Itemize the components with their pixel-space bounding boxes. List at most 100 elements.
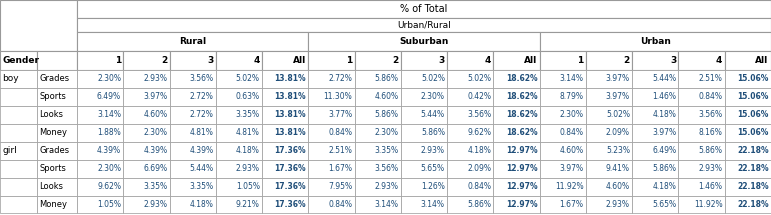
Bar bbox=[447, 88, 493, 106]
Bar bbox=[170, 142, 216, 160]
Bar bbox=[170, 160, 216, 178]
Text: 4.81%: 4.81% bbox=[190, 128, 214, 137]
Bar bbox=[37, 51, 77, 70]
Bar bbox=[632, 51, 678, 70]
Bar bbox=[0, 0, 77, 51]
Bar bbox=[540, 88, 586, 106]
Bar bbox=[355, 124, 401, 142]
Text: 1.05%: 1.05% bbox=[236, 182, 260, 191]
Text: 2.30%: 2.30% bbox=[560, 110, 584, 119]
Bar bbox=[77, 18, 771, 32]
Text: 3.97%: 3.97% bbox=[652, 128, 676, 137]
Bar bbox=[355, 51, 401, 70]
Text: 0.42%: 0.42% bbox=[467, 92, 491, 101]
Text: 11.92%: 11.92% bbox=[694, 200, 722, 209]
Bar bbox=[0, 51, 37, 70]
Text: 3.14%: 3.14% bbox=[421, 200, 445, 209]
Text: 17.36%: 17.36% bbox=[274, 146, 306, 155]
Text: 2.93%: 2.93% bbox=[421, 146, 445, 155]
Text: All: All bbox=[756, 56, 769, 65]
Text: 4.18%: 4.18% bbox=[652, 110, 676, 119]
Text: 11.92%: 11.92% bbox=[555, 182, 584, 191]
Text: 17.36%: 17.36% bbox=[274, 182, 306, 191]
Text: 1: 1 bbox=[346, 56, 352, 65]
Text: Sports: Sports bbox=[39, 164, 66, 173]
Text: 2.30%: 2.30% bbox=[421, 92, 445, 101]
Text: 6.49%: 6.49% bbox=[97, 92, 121, 101]
Text: 2.93%: 2.93% bbox=[143, 200, 167, 209]
Bar bbox=[586, 124, 632, 142]
Bar bbox=[308, 124, 355, 142]
Text: 22.18%: 22.18% bbox=[737, 164, 769, 173]
Bar bbox=[0, 196, 37, 213]
Text: 2.93%: 2.93% bbox=[236, 164, 260, 173]
Bar bbox=[37, 196, 77, 213]
Text: 1.88%: 1.88% bbox=[97, 128, 121, 137]
Bar bbox=[170, 196, 216, 213]
Bar bbox=[37, 142, 77, 160]
Text: 13.81%: 13.81% bbox=[274, 92, 306, 101]
Bar bbox=[216, 51, 262, 70]
Text: 2.93%: 2.93% bbox=[375, 182, 399, 191]
Bar bbox=[447, 142, 493, 160]
Bar bbox=[632, 196, 678, 213]
Bar bbox=[540, 160, 586, 178]
Bar bbox=[447, 124, 493, 142]
Bar bbox=[678, 106, 725, 124]
Text: 5.23%: 5.23% bbox=[606, 146, 630, 155]
Text: 18.62%: 18.62% bbox=[506, 74, 537, 83]
Text: 4.18%: 4.18% bbox=[190, 200, 214, 209]
Text: Sports: Sports bbox=[39, 92, 66, 101]
Bar bbox=[262, 51, 308, 70]
Bar bbox=[632, 106, 678, 124]
Bar bbox=[493, 51, 540, 70]
Bar bbox=[37, 88, 77, 106]
Text: 13.81%: 13.81% bbox=[274, 74, 306, 83]
Bar bbox=[540, 178, 586, 196]
Bar bbox=[401, 178, 447, 196]
Text: 5.02%: 5.02% bbox=[606, 110, 630, 119]
Text: 4.60%: 4.60% bbox=[375, 92, 399, 101]
Text: 2.30%: 2.30% bbox=[97, 164, 121, 173]
Text: 3.97%: 3.97% bbox=[560, 164, 584, 173]
Text: 5.86%: 5.86% bbox=[699, 146, 722, 155]
Bar bbox=[725, 142, 771, 160]
Text: 0.63%: 0.63% bbox=[236, 92, 260, 101]
Text: 2.93%: 2.93% bbox=[143, 74, 167, 83]
Bar bbox=[262, 196, 308, 213]
Bar bbox=[308, 88, 355, 106]
Bar bbox=[725, 196, 771, 213]
Bar bbox=[493, 142, 540, 160]
Bar bbox=[37, 70, 77, 88]
Text: 3.35%: 3.35% bbox=[143, 182, 167, 191]
Text: 9.21%: 9.21% bbox=[236, 200, 260, 209]
Bar bbox=[308, 106, 355, 124]
Text: 1: 1 bbox=[115, 56, 121, 65]
Bar bbox=[632, 88, 678, 106]
Text: 3.56%: 3.56% bbox=[467, 110, 491, 119]
Bar bbox=[0, 142, 37, 160]
Text: 2.72%: 2.72% bbox=[190, 92, 214, 101]
Text: 9.41%: 9.41% bbox=[606, 164, 630, 173]
Text: 1.46%: 1.46% bbox=[652, 92, 676, 101]
Text: 0.84%: 0.84% bbox=[328, 128, 352, 137]
Bar bbox=[493, 124, 540, 142]
Text: 4.39%: 4.39% bbox=[143, 146, 167, 155]
Bar bbox=[308, 32, 540, 51]
Text: 4.39%: 4.39% bbox=[190, 146, 214, 155]
Text: All: All bbox=[293, 56, 306, 65]
Bar bbox=[586, 196, 632, 213]
Bar bbox=[586, 88, 632, 106]
Text: 2.51%: 2.51% bbox=[328, 146, 352, 155]
Bar bbox=[678, 196, 725, 213]
Bar bbox=[493, 160, 540, 178]
Bar bbox=[170, 106, 216, 124]
Bar bbox=[123, 160, 170, 178]
Text: 4.60%: 4.60% bbox=[143, 110, 167, 119]
Text: 8.16%: 8.16% bbox=[699, 128, 722, 137]
Text: 4.60%: 4.60% bbox=[560, 146, 584, 155]
Text: All: All bbox=[524, 56, 537, 65]
Text: 22.18%: 22.18% bbox=[737, 182, 769, 191]
Bar bbox=[37, 160, 77, 178]
Bar bbox=[308, 70, 355, 88]
